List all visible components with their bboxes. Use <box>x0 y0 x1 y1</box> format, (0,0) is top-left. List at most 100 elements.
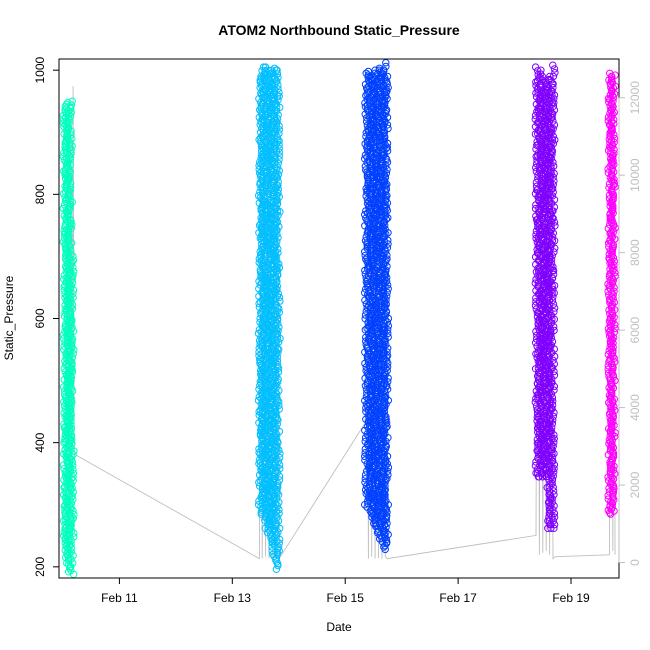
data-point <box>379 390 388 398</box>
data-point <box>259 316 267 324</box>
data-point <box>607 388 616 396</box>
data-point <box>381 210 389 218</box>
data-point <box>547 255 556 264</box>
data-point <box>69 263 77 272</box>
data-point <box>379 286 387 294</box>
data-point <box>550 360 558 368</box>
data-point <box>608 455 616 463</box>
data-point <box>609 365 617 374</box>
x-tick-label: Feb 19 <box>552 591 590 605</box>
data-point <box>67 320 75 328</box>
data-point <box>549 416 557 424</box>
data-point <box>377 311 385 320</box>
data-point <box>380 489 389 498</box>
data-point <box>383 143 391 151</box>
data-point <box>65 280 73 288</box>
data-point <box>271 452 279 460</box>
data-point <box>550 435 558 443</box>
data-point <box>543 224 551 232</box>
data-point <box>608 440 616 448</box>
data-point <box>546 382 554 391</box>
data-point <box>545 177 553 185</box>
data-point <box>546 345 554 353</box>
data-point <box>258 111 266 120</box>
data-point <box>274 211 282 220</box>
data-point <box>549 412 557 420</box>
data-point <box>376 79 384 88</box>
data-point <box>609 492 617 500</box>
data-point <box>65 232 73 240</box>
data-point <box>67 224 76 232</box>
data-point <box>66 312 74 320</box>
data-point <box>549 457 557 465</box>
data-point <box>550 509 559 518</box>
data-point <box>607 443 615 451</box>
data-point <box>272 103 281 112</box>
data-point <box>68 305 77 313</box>
data-point <box>609 220 618 228</box>
data-point <box>383 422 391 431</box>
data-point <box>363 503 371 511</box>
data-point <box>610 298 618 307</box>
data-point <box>273 166 281 175</box>
data-point <box>551 136 559 144</box>
data-point <box>381 177 389 185</box>
data-point <box>69 469 78 477</box>
data-point <box>65 299 73 307</box>
series-2 <box>254 63 284 573</box>
data-point <box>64 209 73 218</box>
data-point <box>547 397 555 405</box>
data-point <box>610 484 618 493</box>
data-point <box>67 108 76 117</box>
data-point <box>68 398 76 406</box>
data-point <box>69 465 77 474</box>
data-point <box>382 523 390 531</box>
data-point <box>548 464 556 473</box>
y2-tick-label: 12000 <box>628 81 642 115</box>
data-point <box>275 152 283 160</box>
data-point <box>273 267 281 275</box>
data-point <box>550 65 559 73</box>
data-point <box>261 212 269 220</box>
data-point <box>536 399 544 407</box>
data-point <box>383 381 391 390</box>
data-point <box>67 282 76 290</box>
data-point <box>611 406 619 415</box>
data-point <box>275 148 283 156</box>
data-point <box>382 154 390 163</box>
data-point <box>65 138 74 147</box>
data-point <box>383 385 392 393</box>
data-point <box>67 421 75 429</box>
data-point <box>258 342 267 350</box>
data-point <box>546 252 554 260</box>
data-point <box>383 292 391 300</box>
data-point <box>66 409 75 418</box>
data-point <box>611 470 619 478</box>
data-point <box>364 71 372 79</box>
data-point <box>549 214 557 223</box>
series-3 <box>361 59 393 554</box>
data-point <box>610 149 618 158</box>
data-point <box>274 349 282 357</box>
data-point <box>68 353 77 362</box>
y-axis-label: Static_Pressure <box>2 275 16 360</box>
data-point <box>272 118 280 127</box>
data-point <box>275 461 284 469</box>
data-point <box>546 308 554 316</box>
data-point <box>67 342 76 350</box>
data-point <box>274 170 283 179</box>
data-point <box>379 290 387 298</box>
data-point <box>381 316 389 324</box>
data-point <box>384 501 392 509</box>
data-point <box>540 211 548 220</box>
data-point <box>382 340 390 349</box>
data-point <box>68 198 77 206</box>
data-point <box>383 87 391 96</box>
data-point <box>381 389 389 397</box>
data-point <box>545 393 553 402</box>
data-point <box>275 386 283 395</box>
data-point <box>272 342 280 350</box>
data-point <box>68 278 77 287</box>
data-point <box>66 161 75 169</box>
data-point <box>550 461 559 469</box>
